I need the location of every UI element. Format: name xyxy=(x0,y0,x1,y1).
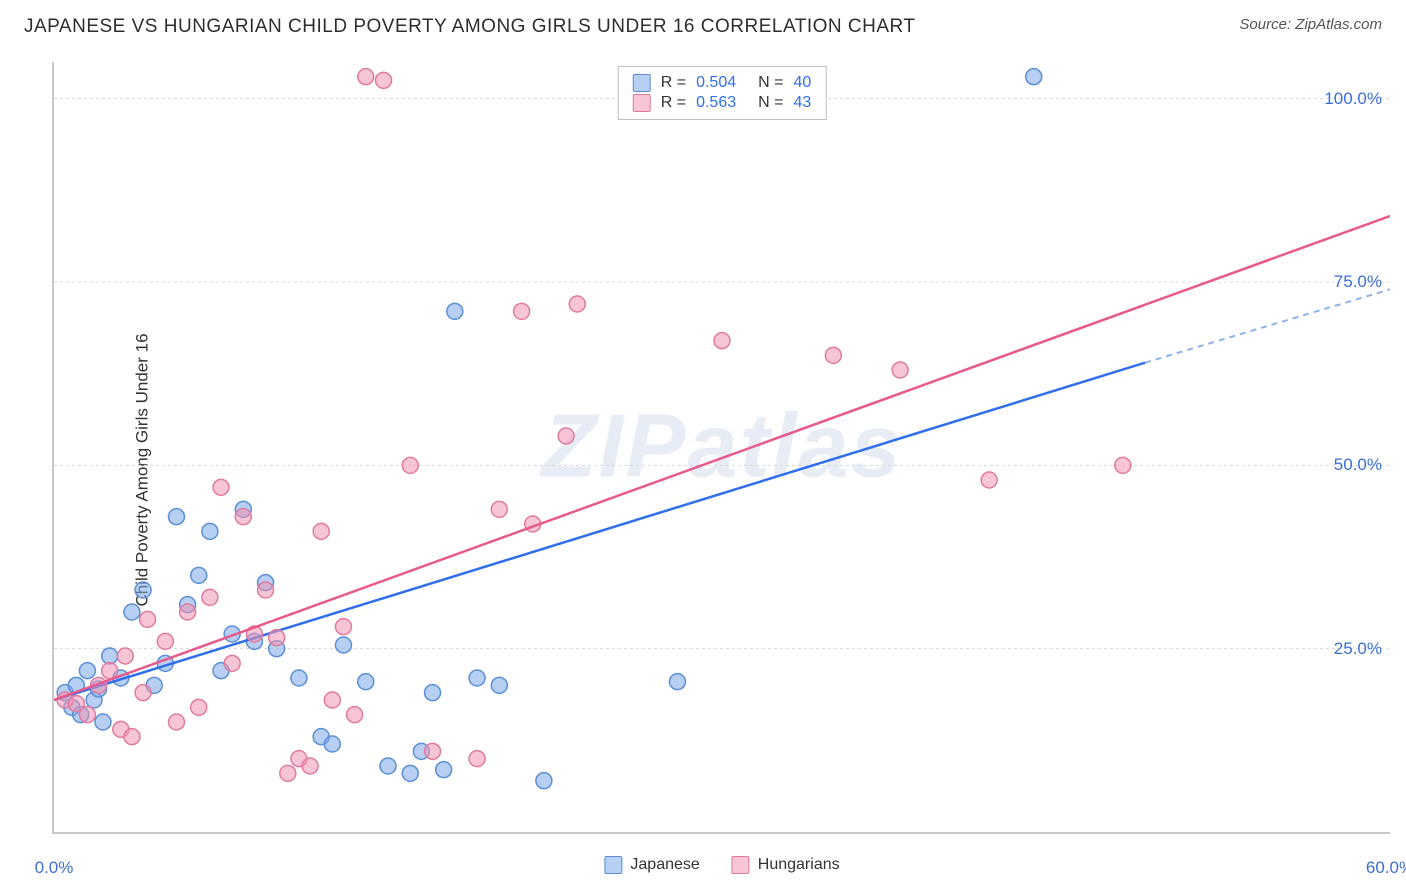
data-point xyxy=(536,773,552,789)
legend-n-value: 43 xyxy=(793,94,811,112)
data-point xyxy=(436,762,452,778)
data-point xyxy=(224,655,240,671)
data-point xyxy=(892,362,908,378)
data-point xyxy=(140,611,156,627)
data-point xyxy=(425,743,441,759)
x-tick-label: 0.0% xyxy=(35,858,74,878)
legend-series-label: Hungarians xyxy=(758,856,840,874)
data-point xyxy=(202,523,218,539)
legend-item: Japanese xyxy=(604,856,699,874)
data-point xyxy=(1026,69,1042,85)
data-point xyxy=(491,677,507,693)
legend-r-label: R = xyxy=(661,94,686,112)
data-point xyxy=(313,523,329,539)
chart-title: JAPANESE VS HUNGARIAN CHILD POVERTY AMON… xyxy=(24,16,915,38)
source-name: ZipAtlas.com xyxy=(1295,16,1382,33)
data-point xyxy=(347,707,363,723)
data-point xyxy=(191,699,207,715)
data-point xyxy=(168,509,184,525)
data-point xyxy=(402,457,418,473)
legend-row: R = 0.563 N = 43 xyxy=(633,93,812,113)
x-tick-label: 60.0% xyxy=(1366,858,1406,878)
data-point xyxy=(1115,457,1131,473)
data-point xyxy=(202,589,218,605)
legend-r-value: 0.563 xyxy=(696,94,736,112)
data-point xyxy=(380,758,396,774)
data-point xyxy=(168,714,184,730)
trend-line-extrapolated xyxy=(1145,289,1390,362)
data-point xyxy=(124,729,140,745)
data-point xyxy=(258,582,274,598)
legend-n-label: N = xyxy=(758,74,783,92)
source-attribution: Source: ZipAtlas.com xyxy=(1239,16,1382,33)
data-point xyxy=(358,69,374,85)
data-point xyxy=(324,692,340,708)
data-point xyxy=(981,472,997,488)
data-point xyxy=(669,674,685,690)
legend-swatch xyxy=(633,74,651,92)
data-point xyxy=(117,648,133,664)
legend-swatch xyxy=(633,94,651,112)
data-point xyxy=(124,604,140,620)
data-point xyxy=(335,619,351,635)
data-point xyxy=(335,637,351,653)
data-point xyxy=(376,72,392,88)
data-point xyxy=(558,428,574,444)
data-point xyxy=(358,674,374,690)
data-point xyxy=(425,685,441,701)
data-point xyxy=(157,633,173,649)
data-point xyxy=(291,670,307,686)
data-point xyxy=(491,501,507,517)
data-point xyxy=(447,303,463,319)
y-tick-label: 50.0% xyxy=(1334,455,1382,475)
data-point xyxy=(180,604,196,620)
data-point xyxy=(469,670,485,686)
data-point xyxy=(213,479,229,495)
trend-line xyxy=(54,216,1390,700)
legend-series-label: Japanese xyxy=(630,856,699,874)
data-point xyxy=(825,347,841,363)
data-point xyxy=(102,663,118,679)
legend-item: Hungarians xyxy=(732,856,840,874)
data-point xyxy=(102,648,118,664)
data-point xyxy=(402,765,418,781)
data-point xyxy=(469,751,485,767)
data-point xyxy=(302,758,318,774)
legend-r-label: R = xyxy=(661,74,686,92)
y-tick-label: 100.0% xyxy=(1324,89,1382,109)
data-point xyxy=(569,296,585,312)
scatter-plot: ZIPatlas R =0.504N =40R =0.563N =43 Japa… xyxy=(52,62,1390,834)
correlation-legend: R = 0.504 N = 40 R = 0.563 N = 43 xyxy=(618,66,827,120)
legend-swatch xyxy=(732,856,750,874)
data-point xyxy=(191,567,207,583)
data-point xyxy=(79,663,95,679)
data-point xyxy=(235,509,251,525)
data-point xyxy=(280,765,296,781)
legend-n-label: N = xyxy=(758,94,783,112)
legend-n-value: 40 xyxy=(793,74,811,92)
y-tick-label: 75.0% xyxy=(1334,272,1382,292)
data-point xyxy=(269,630,285,646)
data-point xyxy=(135,685,151,701)
data-point xyxy=(714,333,730,349)
data-point xyxy=(135,582,151,598)
data-point xyxy=(95,714,111,730)
series-legend: Japanese Hungarians xyxy=(604,856,839,874)
legend-r-value: 0.504 xyxy=(696,74,736,92)
source-label: Source: xyxy=(1239,16,1295,33)
y-tick-label: 25.0% xyxy=(1334,639,1382,659)
data-point xyxy=(324,736,340,752)
legend-swatch xyxy=(604,856,622,874)
data-point xyxy=(514,303,530,319)
data-point xyxy=(79,707,95,723)
legend-row: R = 0.504 N = 40 xyxy=(633,73,812,93)
